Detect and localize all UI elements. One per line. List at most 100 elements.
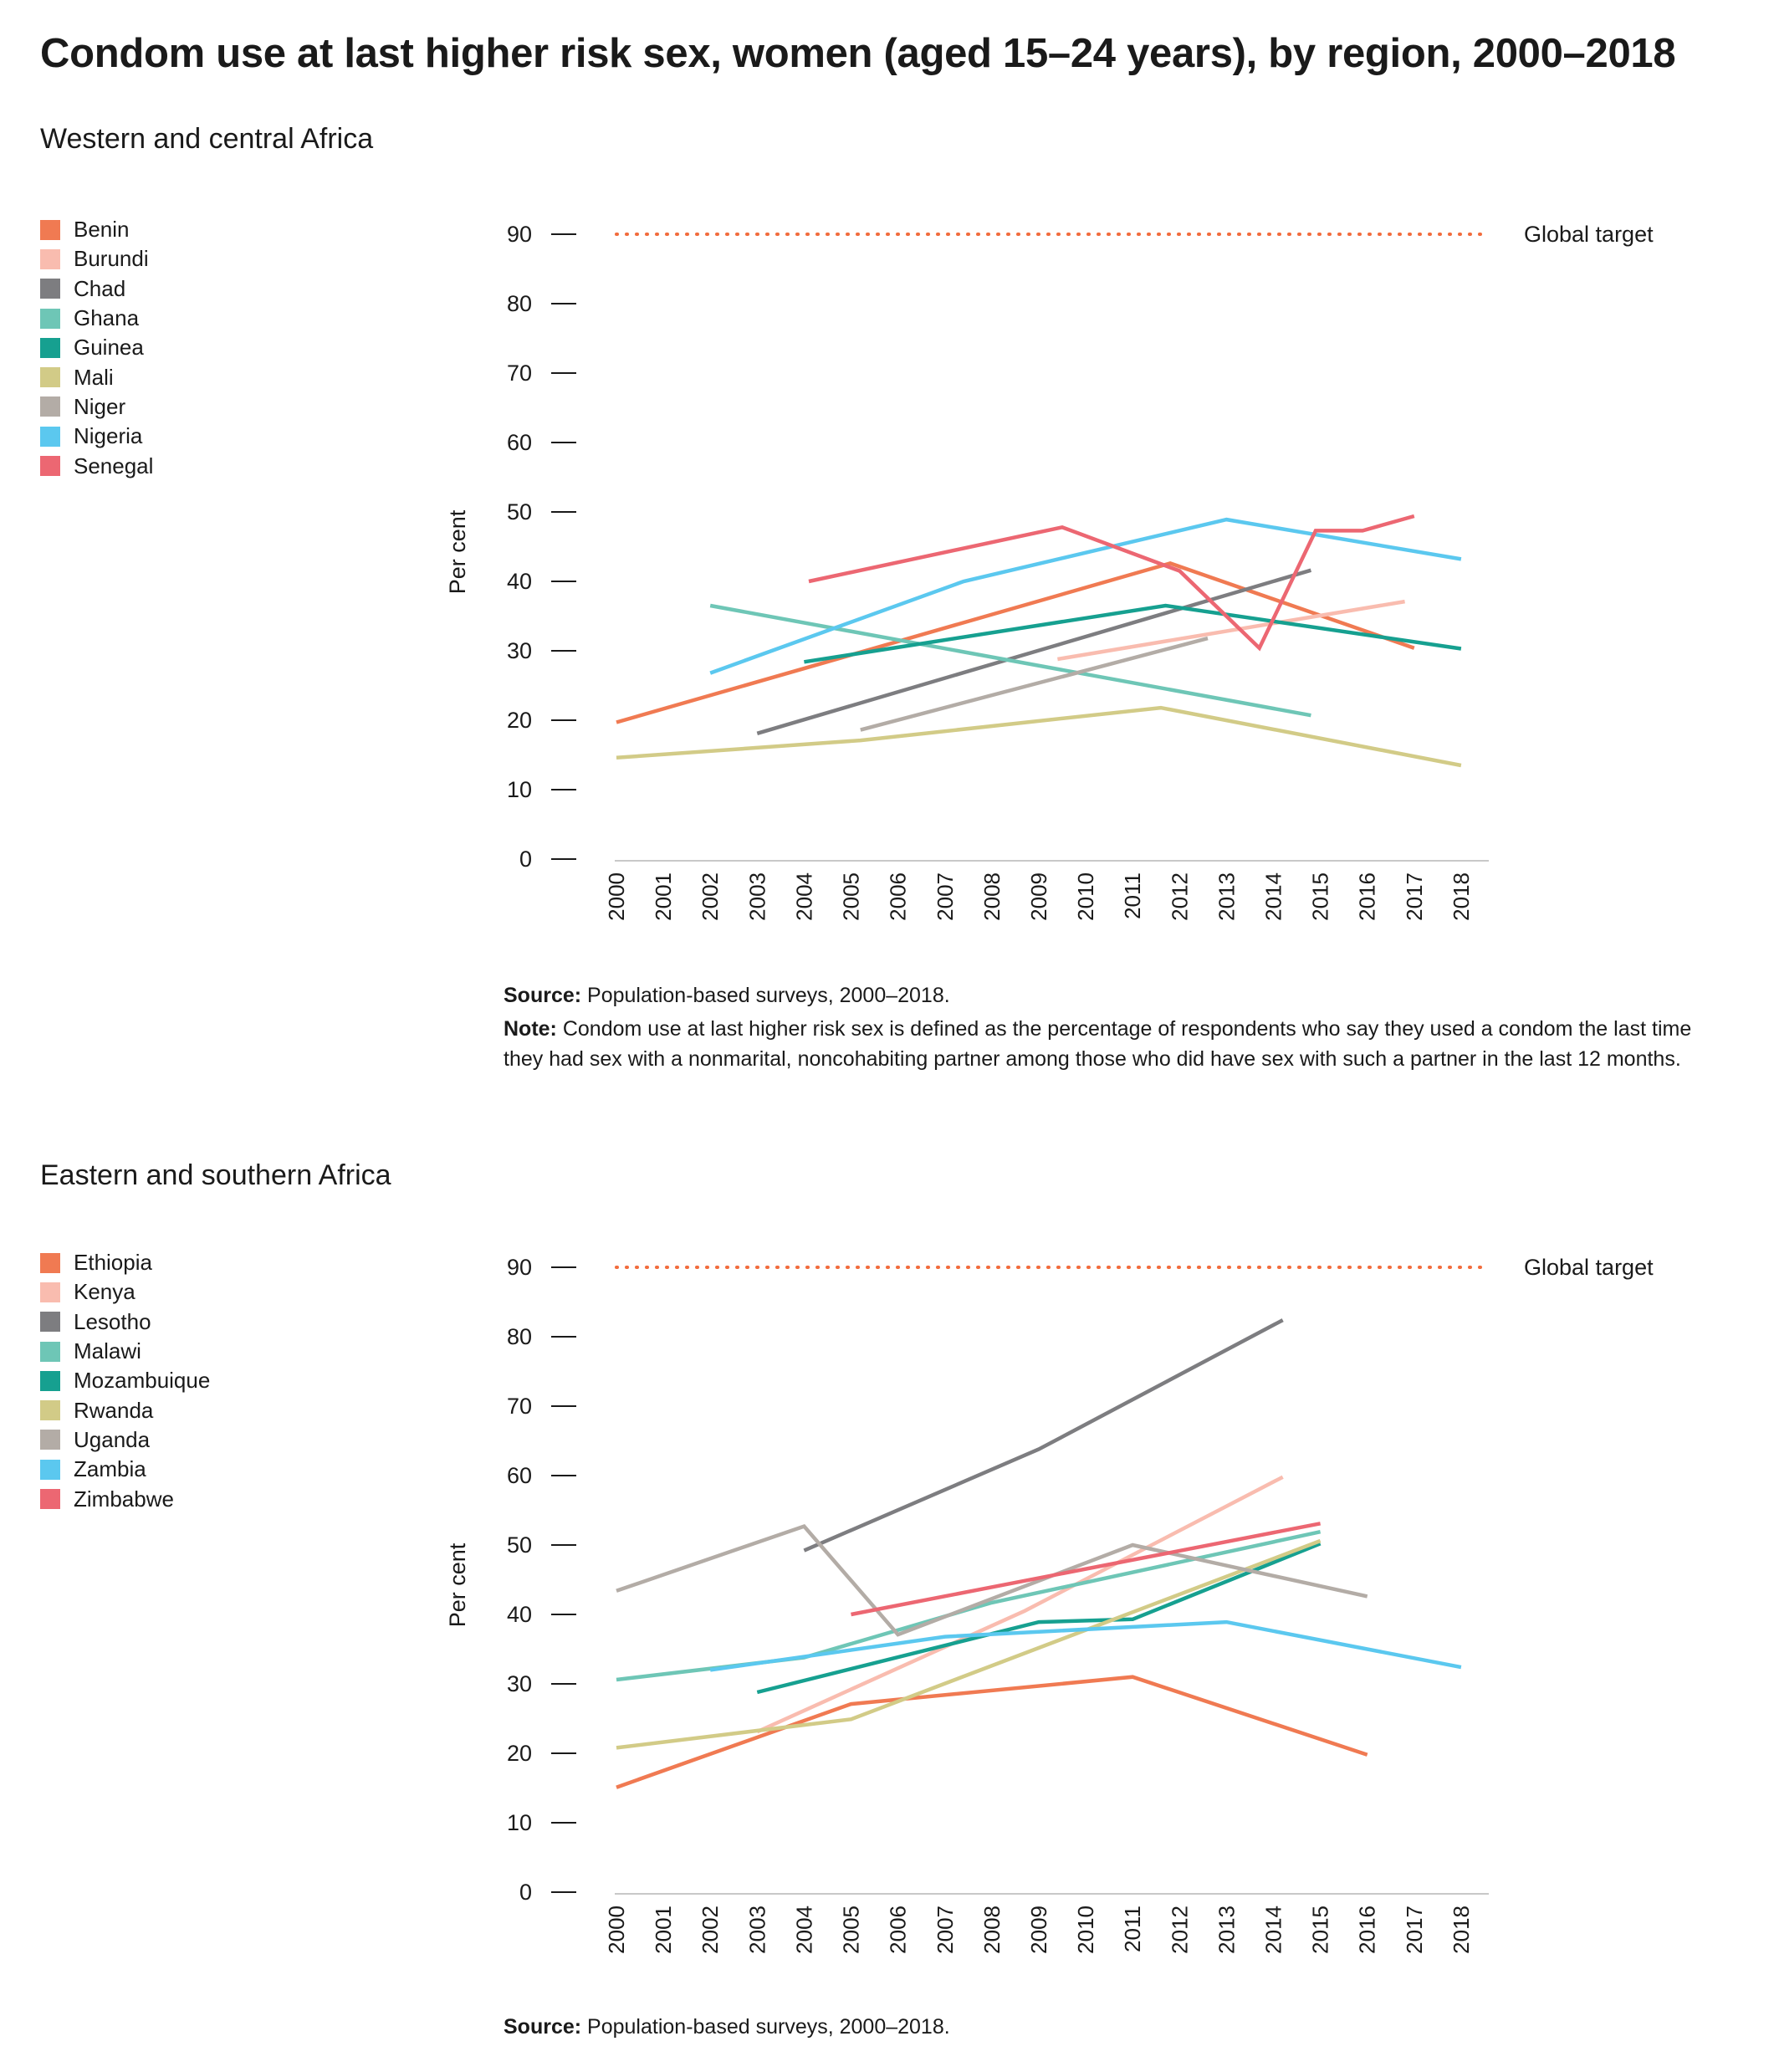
legend-swatch: [40, 1282, 60, 1302]
y-tick-label: 80: [507, 1324, 532, 1349]
legend-item-nigeria: Nigeria: [40, 422, 153, 451]
legend-item-senegal: Senegal: [40, 451, 153, 480]
legend-item-mozambuique: Mozambuique: [40, 1366, 210, 1395]
x-tick-label: 2003: [744, 1906, 769, 1954]
legend-label: Mali: [74, 364, 114, 390]
source-label: Source:: [504, 984, 582, 1007]
x-tick-label: 2015: [1308, 1906, 1333, 1954]
note-line: Note: Condom use at last higher risk sex…: [504, 1014, 1733, 1074]
y-tick-label: 60: [507, 430, 532, 455]
legend-swatch: [40, 1459, 60, 1480]
legend-item-zimbabwe: Zimbabwe: [40, 1484, 210, 1513]
x-tick-label: 2002: [698, 1906, 723, 1954]
x-tick-label: 2011: [1120, 1906, 1145, 1952]
series-line-benin: [616, 561, 1415, 724]
legend-swatch: [40, 1341, 60, 1362]
x-tick-label: 2004: [791, 872, 816, 921]
source-label: Source:: [504, 2015, 582, 2039]
legend-swatch: [40, 1489, 60, 1510]
series-line-kenya: [756, 1475, 1284, 1734]
x-tick-label: 2016: [1355, 872, 1380, 921]
page-title: Condom use at last higher risk sex, wome…: [40, 31, 1676, 76]
y-tick-label: 90: [507, 222, 532, 247]
legend-item-zambia: Zambia: [40, 1455, 210, 1484]
legend-western-central: Benin Burundi Chad Ghana Guinea Mali Niger Nige…: [40, 215, 153, 481]
y-tick-label: 20: [507, 1741, 532, 1766]
legend-item-ghana: Ghana: [40, 304, 153, 333]
legend-swatch: [40, 1430, 60, 1450]
legend-eastern-southern: Ethiopia Kenya Lesotho Malawi Mozambuique Rwa…: [40, 1248, 210, 1514]
legend-label: Mozambuique: [74, 1368, 211, 1394]
source-line: Source: Population-based surveys, 2000–2…: [504, 980, 1733, 1010]
legend-label: Rwanda: [74, 1397, 154, 1423]
x-tick-label: 2005: [839, 1906, 864, 1954]
x-tick-label: 2007: [933, 1906, 958, 1954]
x-tick-label: 2006: [886, 1906, 911, 1954]
legend-swatch: [40, 396, 60, 417]
legend-swatch: [40, 1312, 60, 1333]
legend-label: Uganda: [74, 1426, 151, 1452]
x-tick-label: 2011: [1120, 872, 1145, 919]
legend-item-mali: Mali: [40, 362, 153, 391]
legend-swatch: [40, 456, 60, 477]
series-line-niger: [860, 636, 1209, 732]
x-tick-label: 2010: [1073, 1906, 1098, 1954]
x-tick-label: 2004: [791, 1906, 816, 1954]
y-tick-label: 50: [507, 1532, 532, 1558]
y-tick-label: 60: [507, 1463, 532, 1488]
source-line: Source: Population-based surveys, 2000–2…: [504, 2012, 1733, 2042]
legend-item-rwanda: Rwanda: [40, 1395, 210, 1425]
series-line-senegal: [808, 514, 1415, 652]
legend-label: Kenya: [74, 1279, 135, 1305]
y-tick-label: 20: [507, 708, 532, 733]
x-tick-label: 2014: [1261, 872, 1286, 921]
legend-item-ethiopia: Ethiopia: [40, 1248, 210, 1277]
global-target-label: Global target: [1524, 222, 1654, 247]
chart-eastern-southern: 0 10 20 30 40 50 60 70 80 90 Per cent 2000 2001 2002 2…: [445, 1255, 1654, 1954]
source-text: Population-based surveys, 2000–2018.: [587, 2015, 950, 2039]
x-tick-label: 2001: [651, 872, 676, 921]
x-tick-label: 2002: [698, 872, 723, 921]
note-text: Condom use at last higher risk sex is de…: [504, 1017, 1692, 1071]
x-tick-label: 2016: [1355, 1906, 1380, 1954]
legend-swatch: [40, 1400, 60, 1421]
legend-item-malawi: Malawi: [40, 1337, 210, 1366]
legend-item-uganda: Uganda: [40, 1425, 210, 1455]
y-tick-label: 30: [507, 638, 532, 663]
x-tick-label: 2006: [886, 872, 911, 921]
legend-swatch: [40, 248, 60, 269]
x-tick-label: 2012: [1167, 1906, 1192, 1954]
x-tick-label: 2001: [651, 1906, 676, 1954]
legend-swatch: [40, 426, 60, 447]
note-label: Note:: [504, 1017, 557, 1041]
x-tick-label: 2000: [604, 872, 629, 921]
footnote-western-central: Source: Population-based surveys, 2000–2…: [504, 980, 1733, 1074]
legend-label: Malawi: [74, 1338, 141, 1364]
x-tick-label: 2009: [1026, 1906, 1051, 1954]
y-axis-label: Per cent: [445, 1542, 470, 1627]
legend-label: Ghana: [74, 305, 140, 331]
legend-item-guinea: Guinea: [40, 333, 153, 362]
x-tick-label: 2009: [1026, 872, 1051, 921]
x-tick-label: 2005: [839, 872, 864, 921]
y-tick-label: 0: [519, 847, 532, 872]
series-line-zambia: [709, 1619, 1462, 1672]
legend-label: Zambia: [74, 1456, 146, 1482]
y-tick-label: 70: [507, 1394, 532, 1419]
x-tick-label: 2010: [1073, 872, 1098, 921]
series-line-lesotho: [803, 1318, 1284, 1553]
global-target-label: Global target: [1524, 1255, 1654, 1280]
legend-swatch: [40, 308, 60, 329]
x-tick-label: 2008: [979, 1906, 1005, 1954]
legend-label: Chad: [74, 275, 126, 301]
series-line-rwanda: [616, 1538, 1322, 1750]
legend-item-burundi: Burundi: [40, 244, 153, 274]
series-line-burundi: [1057, 599, 1405, 662]
x-tick-label: 2000: [604, 1906, 629, 1954]
y-tick-label: 40: [507, 1602, 532, 1627]
panel-title-eastern-southern: Eastern and southern Africa: [40, 1159, 391, 1191]
x-tick-label: 2015: [1308, 872, 1333, 921]
legend-item-chad: Chad: [40, 274, 153, 304]
legend-item-lesotho: Lesotho: [40, 1307, 210, 1337]
y-tick-label: 0: [519, 1880, 532, 1905]
